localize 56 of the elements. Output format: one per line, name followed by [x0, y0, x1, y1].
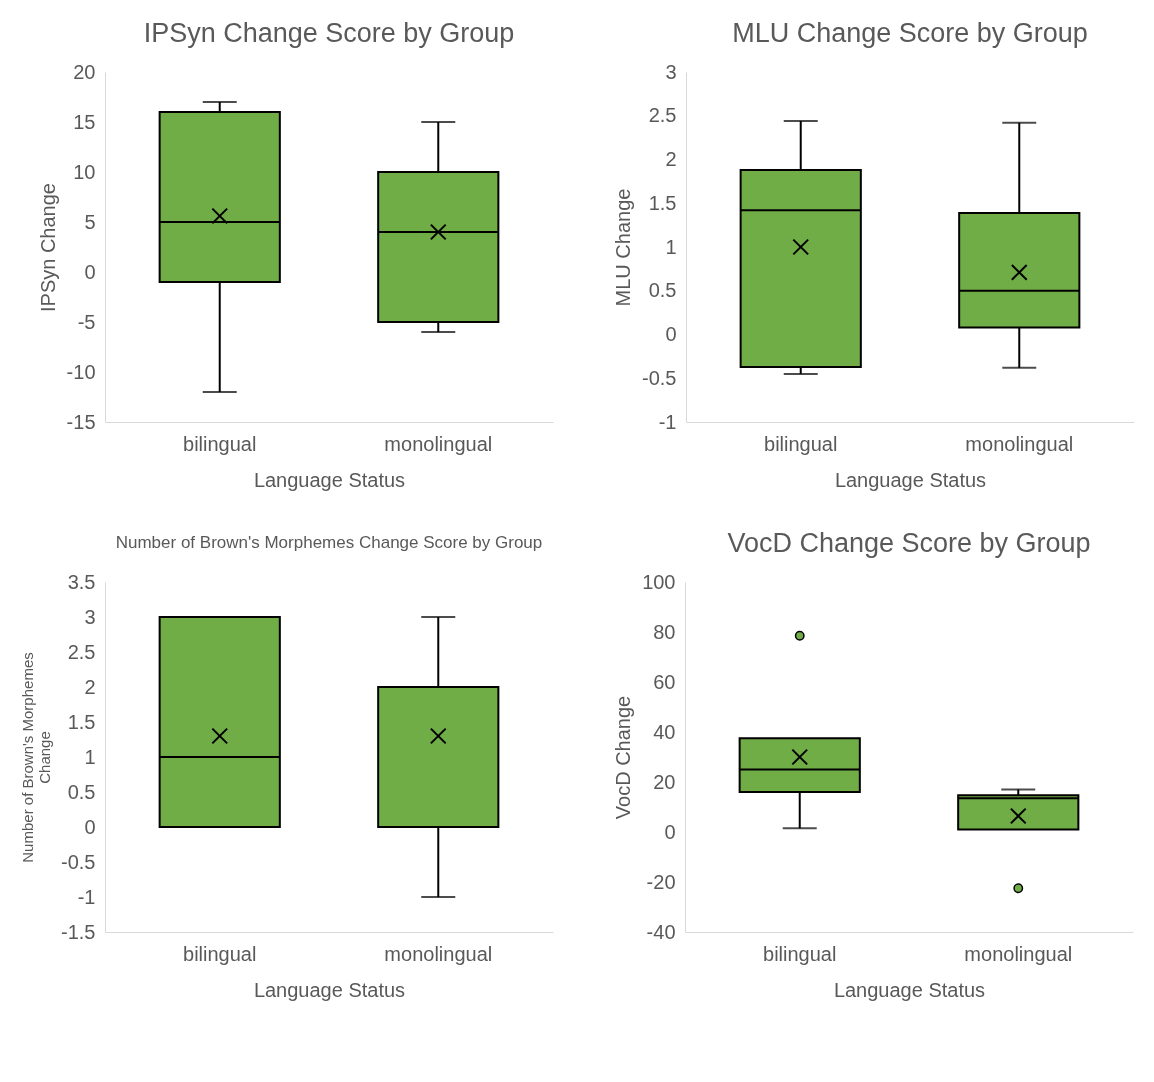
x-tick-label: monolingual: [384, 942, 493, 965]
y-tick-label: 1.5: [67, 710, 96, 733]
y-tick-label: 0: [84, 815, 96, 838]
y-tick-label: 2.5: [67, 640, 96, 663]
y-tick-label: 3: [84, 605, 96, 628]
y-tick-label: -15: [66, 410, 96, 433]
y-tick-label: 3.5: [67, 570, 96, 593]
y-tick-label: 40: [653, 720, 676, 743]
y-tick-label: -1: [658, 410, 677, 433]
y-tick-label: 2: [84, 675, 96, 698]
x-tick-label: bilingual: [763, 942, 837, 965]
y-tick-label: -1: [77, 885, 96, 908]
chart-title: Number of Brown's Morphemes Change Score by Group: [115, 533, 543, 552]
y-axis-title: IPSyn Change: [36, 183, 59, 312]
x-axis-title: Language Status: [253, 468, 406, 491]
y-tick-label: 2: [665, 148, 677, 170]
y-tick-label: 1.5: [648, 191, 677, 214]
y-axis-title: MLU Change: [612, 188, 635, 307]
y-tick-label: 100: [642, 570, 676, 593]
y-tick-label: 3: [665, 60, 677, 83]
y-tick-label: -0.5: [61, 850, 96, 873]
y-tick-label: 2.5: [648, 104, 677, 127]
y-tick-label: -20: [646, 870, 676, 893]
y-tick-label: 20: [73, 60, 96, 83]
x-tick-label: monolingual: [964, 942, 1073, 965]
y-tick-label: -40: [646, 920, 676, 943]
x-tick-label: bilingual: [183, 942, 257, 965]
x-tick-label: monolingual: [965, 432, 1074, 455]
y-tick-label: 5: [84, 210, 96, 233]
y-tick-label: 10: [73, 160, 96, 183]
y-tick-label: 0.5: [648, 279, 677, 302]
chart-title: VocD Change Score by Group: [727, 528, 1091, 558]
x-axis-title: Language Status: [833, 978, 986, 1001]
y-tick-label: -1.5: [61, 920, 96, 943]
y-axis-title: VocD Change: [612, 695, 635, 820]
y-tick-label: 1: [84, 745, 96, 768]
y-tick-label: -0.5: [642, 366, 677, 389]
y-tick-label: 60: [653, 670, 676, 693]
y-tick-label: 1: [665, 235, 677, 258]
y-tick-label: -10: [66, 360, 96, 383]
y-tick-label: -5: [77, 310, 96, 333]
y-tick-label: 0: [665, 323, 677, 345]
y-tick-label: 20: [653, 770, 676, 793]
chart-title: MLU Change Score by Group: [732, 18, 1088, 48]
x-axis-title: Language Status: [834, 468, 987, 491]
chart-title: IPSyn Change Score by Group: [143, 18, 515, 48]
x-axis-title: Language Status: [253, 978, 406, 1001]
x-tick-label: bilingual: [764, 432, 838, 455]
y-tick-label: 0: [84, 260, 96, 283]
y-tick-label: 0: [664, 820, 676, 843]
x-tick-label: bilingual: [183, 432, 257, 455]
y-tick-label: 80: [653, 620, 676, 643]
x-tick-label: monolingual: [384, 432, 493, 455]
y-axis-title: Number of Brown's Morphemes Change: [19, 652, 54, 863]
y-tick-label: 0.5: [67, 780, 96, 803]
y-tick-label: 15: [73, 110, 96, 133]
